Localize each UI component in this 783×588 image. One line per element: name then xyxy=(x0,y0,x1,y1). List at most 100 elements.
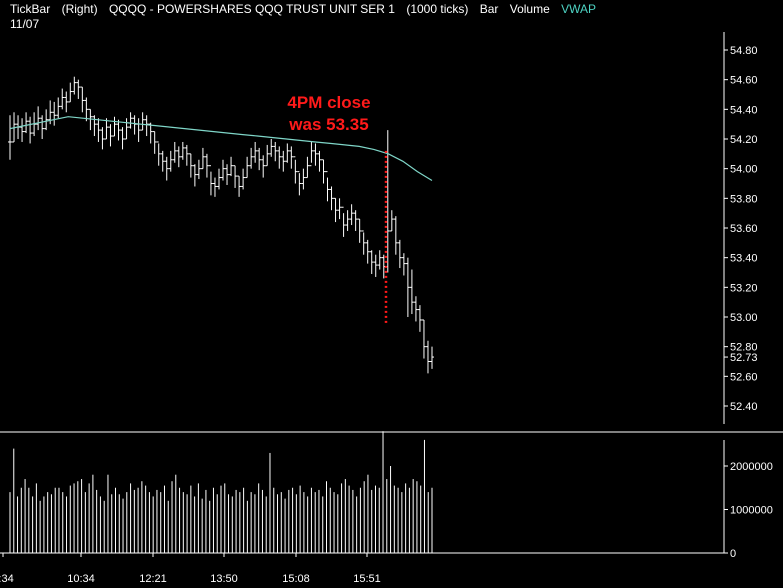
price-bar xyxy=(136,118,141,142)
time-tick-label: 15:08 xyxy=(282,573,310,585)
price-bar xyxy=(405,257,410,317)
price-bar xyxy=(353,210,358,231)
price-bar xyxy=(277,146,282,169)
price-bar xyxy=(349,204,354,226)
price-bar xyxy=(249,147,254,169)
price-tick-label: 53.00 xyxy=(730,312,758,324)
price-bar xyxy=(212,177,217,197)
price-bar xyxy=(200,147,205,170)
annotation-line2: was 53.35 xyxy=(288,115,368,134)
volume-pane[interactable] xyxy=(9,431,433,553)
scale-side-label: (Right) xyxy=(61,2,98,16)
price-bar xyxy=(297,171,302,196)
price-tick-label: 53.40 xyxy=(730,253,758,265)
price-bar xyxy=(148,122,153,144)
price-bar xyxy=(345,210,350,231)
chart-header: TickBar (Right) QQQQ - POWERSHARES QQQ T… xyxy=(10,2,604,17)
price-bar xyxy=(188,153,193,178)
price-bar xyxy=(237,175,242,197)
price-bar xyxy=(152,131,157,154)
instrument-label: QQQQ - POWERSHARES QQQ TRUST UNIT SER 1 xyxy=(108,2,395,16)
price-bar xyxy=(60,88,65,110)
price-bar xyxy=(144,115,149,137)
chart-date: 11/07 xyxy=(10,17,40,31)
price-tick-label: 53.80 xyxy=(730,193,758,205)
price-tick-label: 52.40 xyxy=(730,401,758,413)
price-bar xyxy=(365,239,370,264)
price-bar xyxy=(409,269,414,315)
price-bar xyxy=(64,91,69,113)
price-bar xyxy=(289,146,294,169)
price-bar xyxy=(132,115,137,135)
vwap-line xyxy=(9,116,433,182)
price-tick-label: 53.20 xyxy=(730,282,758,294)
price-bar xyxy=(44,109,49,131)
price-bar xyxy=(257,147,262,171)
price-bar xyxy=(24,112,29,134)
price-bar xyxy=(20,118,25,142)
price-bar xyxy=(397,239,402,269)
price-tick-label: 52.73 xyxy=(730,352,758,364)
annotation-line1: 4PM close xyxy=(287,93,370,112)
price-bar xyxy=(40,115,45,139)
price-bar xyxy=(333,197,338,223)
price-bar xyxy=(309,141,314,167)
price-bar xyxy=(273,141,278,162)
price-bar xyxy=(160,150,165,172)
price-bar xyxy=(8,115,12,160)
price-bar xyxy=(241,168,246,190)
price-bar xyxy=(281,150,286,172)
price-bar xyxy=(88,108,93,131)
volume-tick-label: 1000000 xyxy=(730,505,773,517)
price-bar xyxy=(36,106,41,131)
price-bar xyxy=(253,141,258,163)
price-bar xyxy=(92,115,97,137)
price-bar xyxy=(84,97,89,122)
price-tick-label: 54.40 xyxy=(730,104,758,116)
interval-label: (1000 ticks) xyxy=(406,2,469,16)
price-pane[interactable] xyxy=(8,76,434,374)
price-bar xyxy=(425,340,430,374)
price-bar xyxy=(321,159,326,184)
price-bar xyxy=(172,141,177,163)
price-tick-label: 54.20 xyxy=(730,134,758,146)
price-tick-label: 54.80 xyxy=(730,45,758,57)
price-bar xyxy=(168,150,173,172)
price-bar xyxy=(28,116,33,144)
price-bar xyxy=(377,250,382,270)
price-bar xyxy=(369,250,374,274)
price-bar xyxy=(96,118,101,142)
price-bar xyxy=(208,165,213,196)
volume-tick-label: 0 xyxy=(730,548,736,560)
price-bar xyxy=(325,171,330,202)
price-bar xyxy=(265,144,270,167)
price-bar xyxy=(80,86,85,113)
price-bar xyxy=(285,143,290,163)
price-bar xyxy=(12,112,17,143)
price-bar xyxy=(413,296,418,322)
price-bar xyxy=(341,206,346,237)
price-bar xyxy=(357,218,362,243)
volume-tick-label: 2000000 xyxy=(730,461,773,473)
price-bar xyxy=(229,156,234,177)
price-bar xyxy=(100,127,105,150)
price-bar xyxy=(389,210,394,232)
price-tick-label: 52.80 xyxy=(730,342,758,354)
price-bar xyxy=(269,139,274,157)
price-tick-label: 53.60 xyxy=(730,223,758,235)
price-bar xyxy=(261,155,266,178)
study-bar-label: Bar xyxy=(479,2,499,16)
price-bar xyxy=(373,254,378,277)
price-bar xyxy=(176,146,181,168)
price-bar xyxy=(52,101,57,126)
price-bar xyxy=(120,127,125,150)
price-bar xyxy=(68,82,73,103)
time-tick-label: 12:21 xyxy=(139,573,167,585)
price-bar xyxy=(112,116,117,137)
price-bar xyxy=(221,159,226,181)
price-bar xyxy=(417,305,422,332)
price-bar xyxy=(184,144,189,166)
price-bar xyxy=(430,346,434,369)
price-bar xyxy=(196,159,201,180)
